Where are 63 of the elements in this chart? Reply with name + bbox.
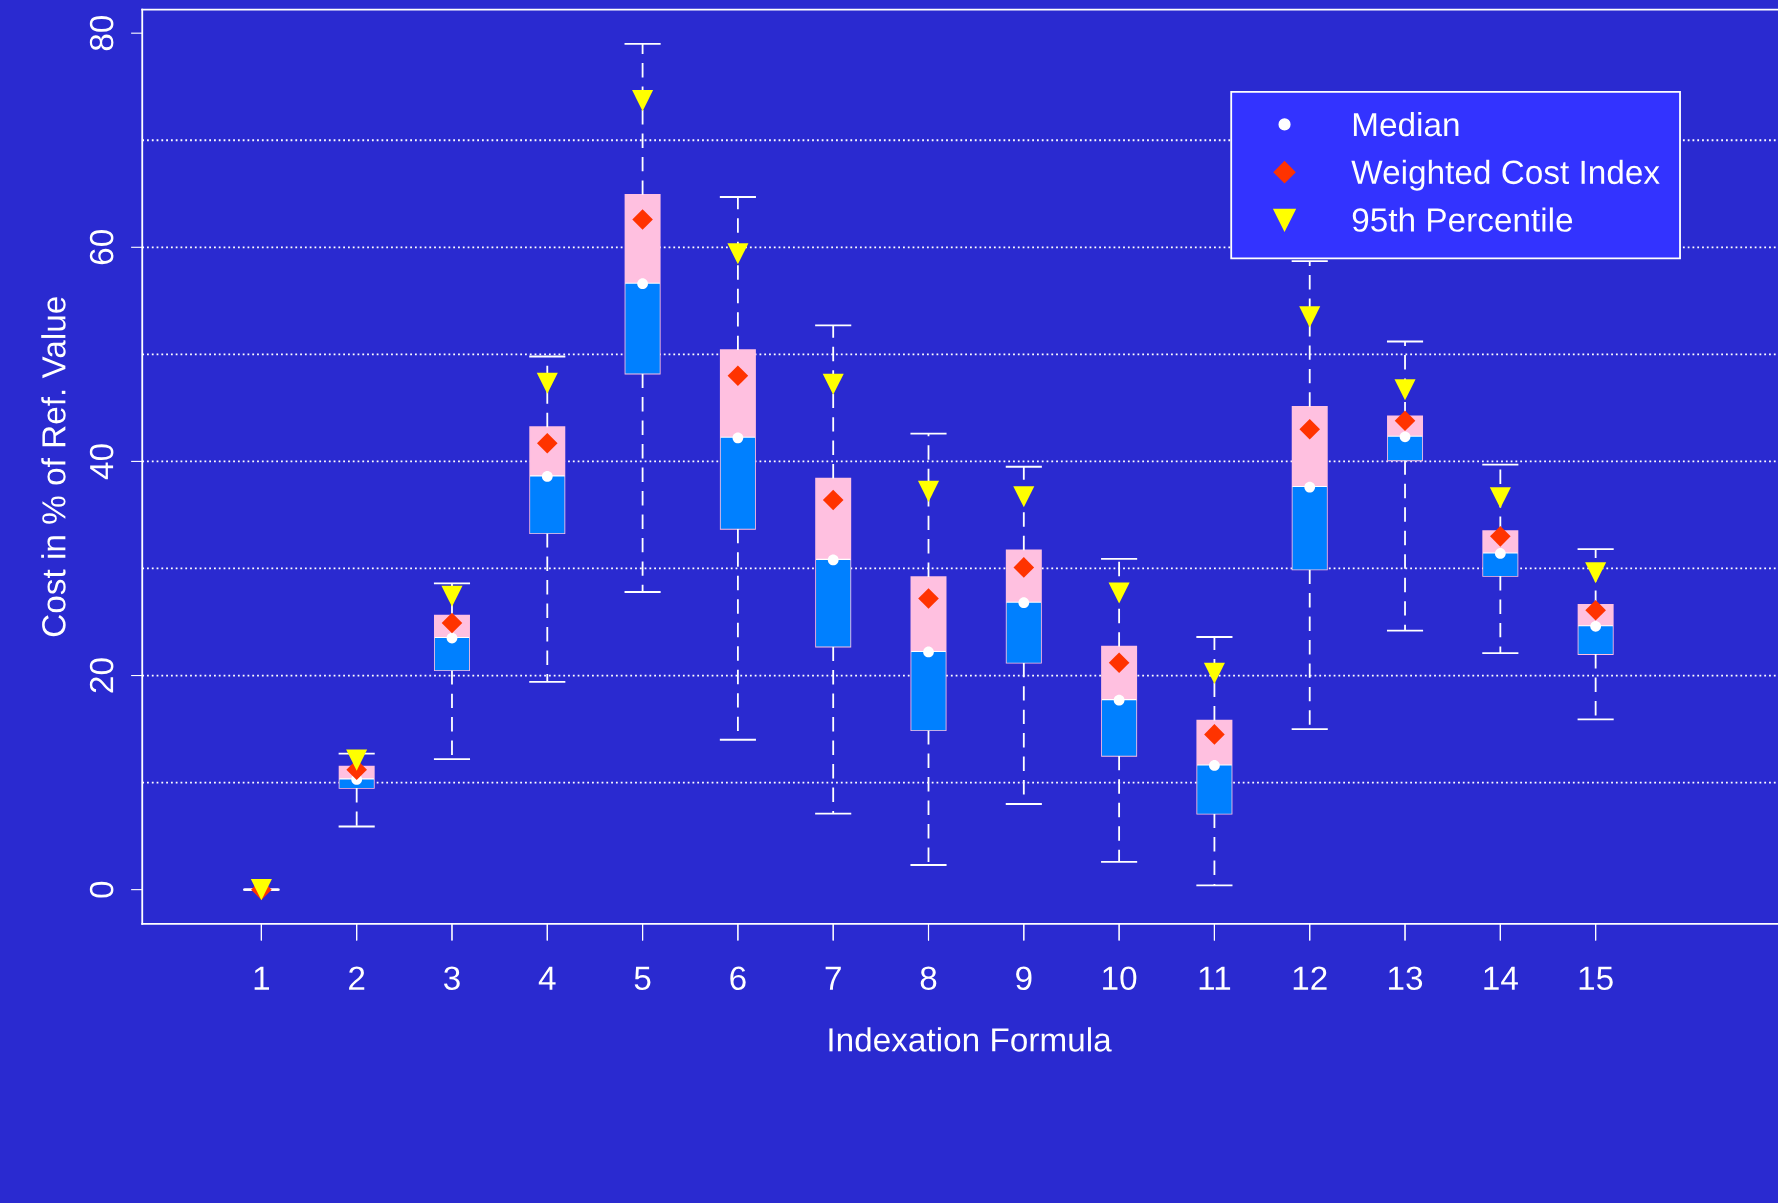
x-axis-title: Indexation Formula (829, 1027, 1112, 1052)
point (1394, 410, 1416, 432)
point (917, 480, 940, 502)
point (727, 243, 749, 265)
point (441, 612, 463, 634)
point (822, 489, 844, 511)
legend-label: Median (1353, 111, 1459, 137)
point (536, 432, 558, 454)
point (536, 372, 558, 394)
point (827, 554, 839, 566)
point (1585, 599, 1606, 621)
point (1018, 597, 1030, 609)
point (1299, 306, 1321, 328)
point (632, 209, 653, 230)
point (1108, 582, 1130, 604)
point (637, 278, 648, 290)
x-tick-label: 4 (538, 966, 556, 990)
x-tick-label: 5 (634, 966, 651, 991)
point (1113, 694, 1125, 706)
y-tick-label: 20 (89, 658, 114, 693)
x-tick-label: 15 (1579, 966, 1613, 991)
x-tick-label: 13 (1389, 966, 1423, 991)
x-tick-label: 8 (920, 966, 937, 991)
point (541, 471, 553, 482)
point (923, 646, 934, 658)
point (1108, 652, 1130, 673)
point (1013, 557, 1035, 578)
x-tick-label: 7 (825, 966, 841, 990)
y-axis-title: Cost in % of Ref. Value (41, 297, 66, 637)
x-tick-label: 6 (730, 966, 746, 991)
x-tick-label: 14 (1484, 966, 1518, 990)
point (1590, 620, 1602, 632)
legend-label: 95th Percentile (1352, 207, 1573, 232)
x-tick-label: 2 (349, 966, 365, 990)
point (1490, 526, 1511, 547)
point (441, 585, 463, 607)
x-tick-label: 11 (1199, 966, 1231, 990)
x-tick-label: 10 (1103, 966, 1137, 991)
x-tick-label: 12 (1293, 966, 1327, 990)
point (732, 432, 744, 444)
point (1203, 662, 1225, 684)
point (1304, 481, 1316, 493)
point (1489, 487, 1511, 509)
point (446, 632, 458, 644)
point (1585, 562, 1607, 584)
point (1394, 379, 1416, 401)
y-tick-label: 0 (89, 881, 114, 898)
point (632, 90, 654, 112)
y-tick-label: 60 (89, 230, 114, 265)
point (1209, 760, 1220, 771)
point (1299, 418, 1321, 440)
point (822, 373, 844, 395)
x-tick-label: 1 (254, 966, 270, 990)
point (727, 365, 749, 387)
point (1204, 724, 1225, 745)
x-tick-label: 9 (1016, 966, 1032, 991)
y-tick-label: 40 (89, 444, 114, 480)
point (346, 749, 368, 771)
point (1013, 486, 1035, 508)
point (918, 588, 939, 609)
x-tick-label: 3 (443, 966, 460, 991)
y-tick-label: 80 (89, 15, 114, 51)
legend-label: Weighted Cost Index (1351, 159, 1660, 191)
